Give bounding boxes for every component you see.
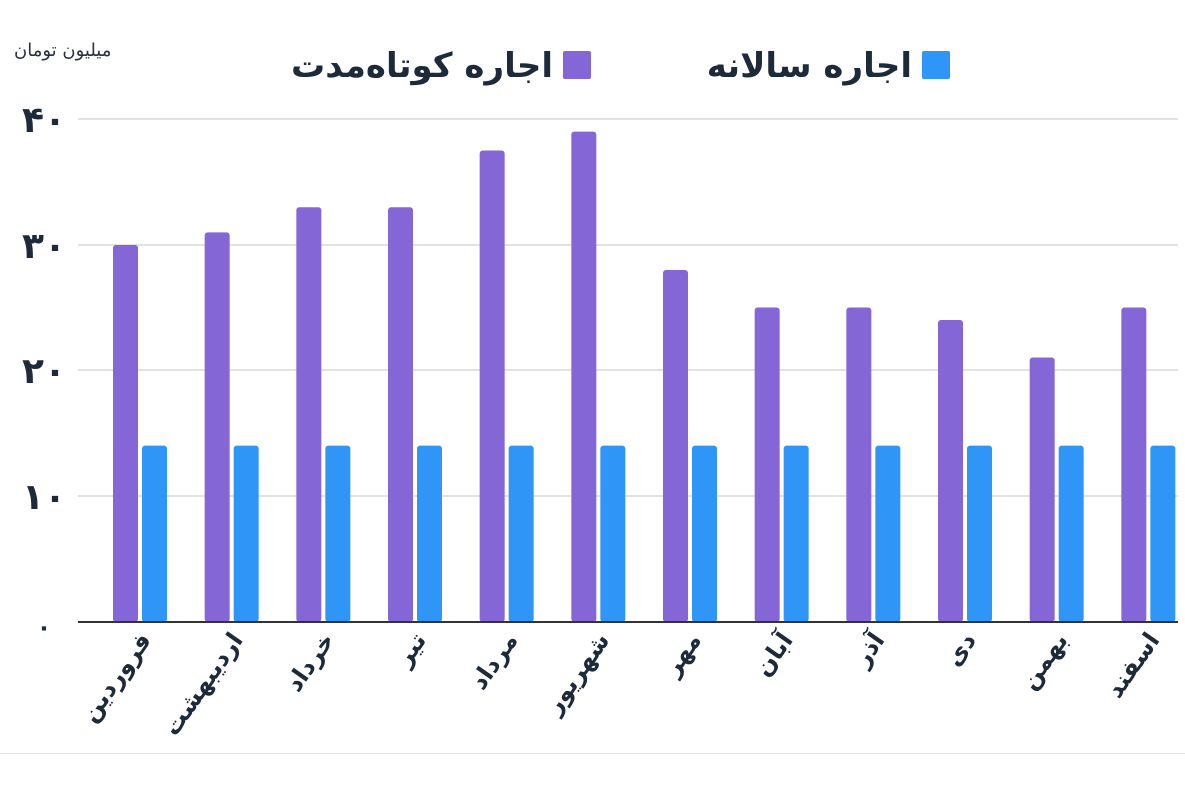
x-tick-label: اردیبهشت <box>157 627 248 740</box>
bar-short-term <box>1029 357 1055 622</box>
x-tick-label: بهمن <box>1015 627 1074 694</box>
bar-short-term <box>663 270 688 622</box>
bar-short-term <box>296 207 322 622</box>
bar-annual <box>417 445 442 622</box>
bar-annual <box>600 445 626 622</box>
bar-annual <box>967 445 992 622</box>
x-tick-label: آذر <box>846 626 890 672</box>
legend-label-short-term: اجاره کوتاه‌مدت <box>291 46 553 86</box>
x-tick-label: دی <box>939 627 982 671</box>
legend-label-annual: اجاره سالانه <box>707 46 912 86</box>
bar-short-term <box>938 320 963 622</box>
x-tick-label: مرداد <box>465 627 524 694</box>
y-tick-label: ۴۰ <box>22 100 66 141</box>
y-unit-label: میلیون تومان <box>14 40 111 61</box>
x-tick-label: آبان <box>748 626 799 682</box>
x-tick-label: خرداد <box>280 627 340 696</box>
bar-annual <box>1150 445 1176 622</box>
bar-annual <box>142 445 167 622</box>
bar-annual <box>783 445 809 622</box>
bar-short-term <box>754 307 780 622</box>
x-tick-label: اسفند <box>1101 627 1166 703</box>
x-tick-label: شهریور <box>539 627 615 719</box>
legend-swatch-annual <box>922 51 950 79</box>
bar-short-term <box>388 207 413 622</box>
x-tick-label: مهر <box>657 627 707 681</box>
bar-short-term <box>113 245 138 622</box>
bar-annual <box>875 445 901 622</box>
bar-short-term <box>479 150 505 622</box>
y-tick-label: ۱۰ <box>22 477 66 518</box>
bottom-divider <box>0 753 1185 754</box>
legend: اجاره کوتاه‌مدت اجاره سالانه <box>291 46 950 86</box>
bar-short-term <box>1121 307 1147 622</box>
gridlines <box>78 118 1178 497</box>
x-tick-label: فروردین <box>75 627 157 727</box>
y-tick-label: ۰ <box>37 613 52 641</box>
bar-annual <box>1058 445 1084 622</box>
bar-short-term <box>571 131 597 622</box>
legend-swatch-short-term <box>563 51 591 79</box>
bar-annual <box>325 445 351 622</box>
y-tick-label: ۳۰ <box>22 226 66 267</box>
bar-short-term <box>846 307 872 622</box>
bars <box>113 131 1176 622</box>
bar-annual <box>692 445 717 622</box>
bar-annual <box>508 445 534 622</box>
bar-short-term <box>204 232 230 622</box>
bar-annual <box>233 445 259 622</box>
x-tick-label: تیر <box>389 627 432 672</box>
y-tick-label: ۲۰ <box>22 351 66 392</box>
